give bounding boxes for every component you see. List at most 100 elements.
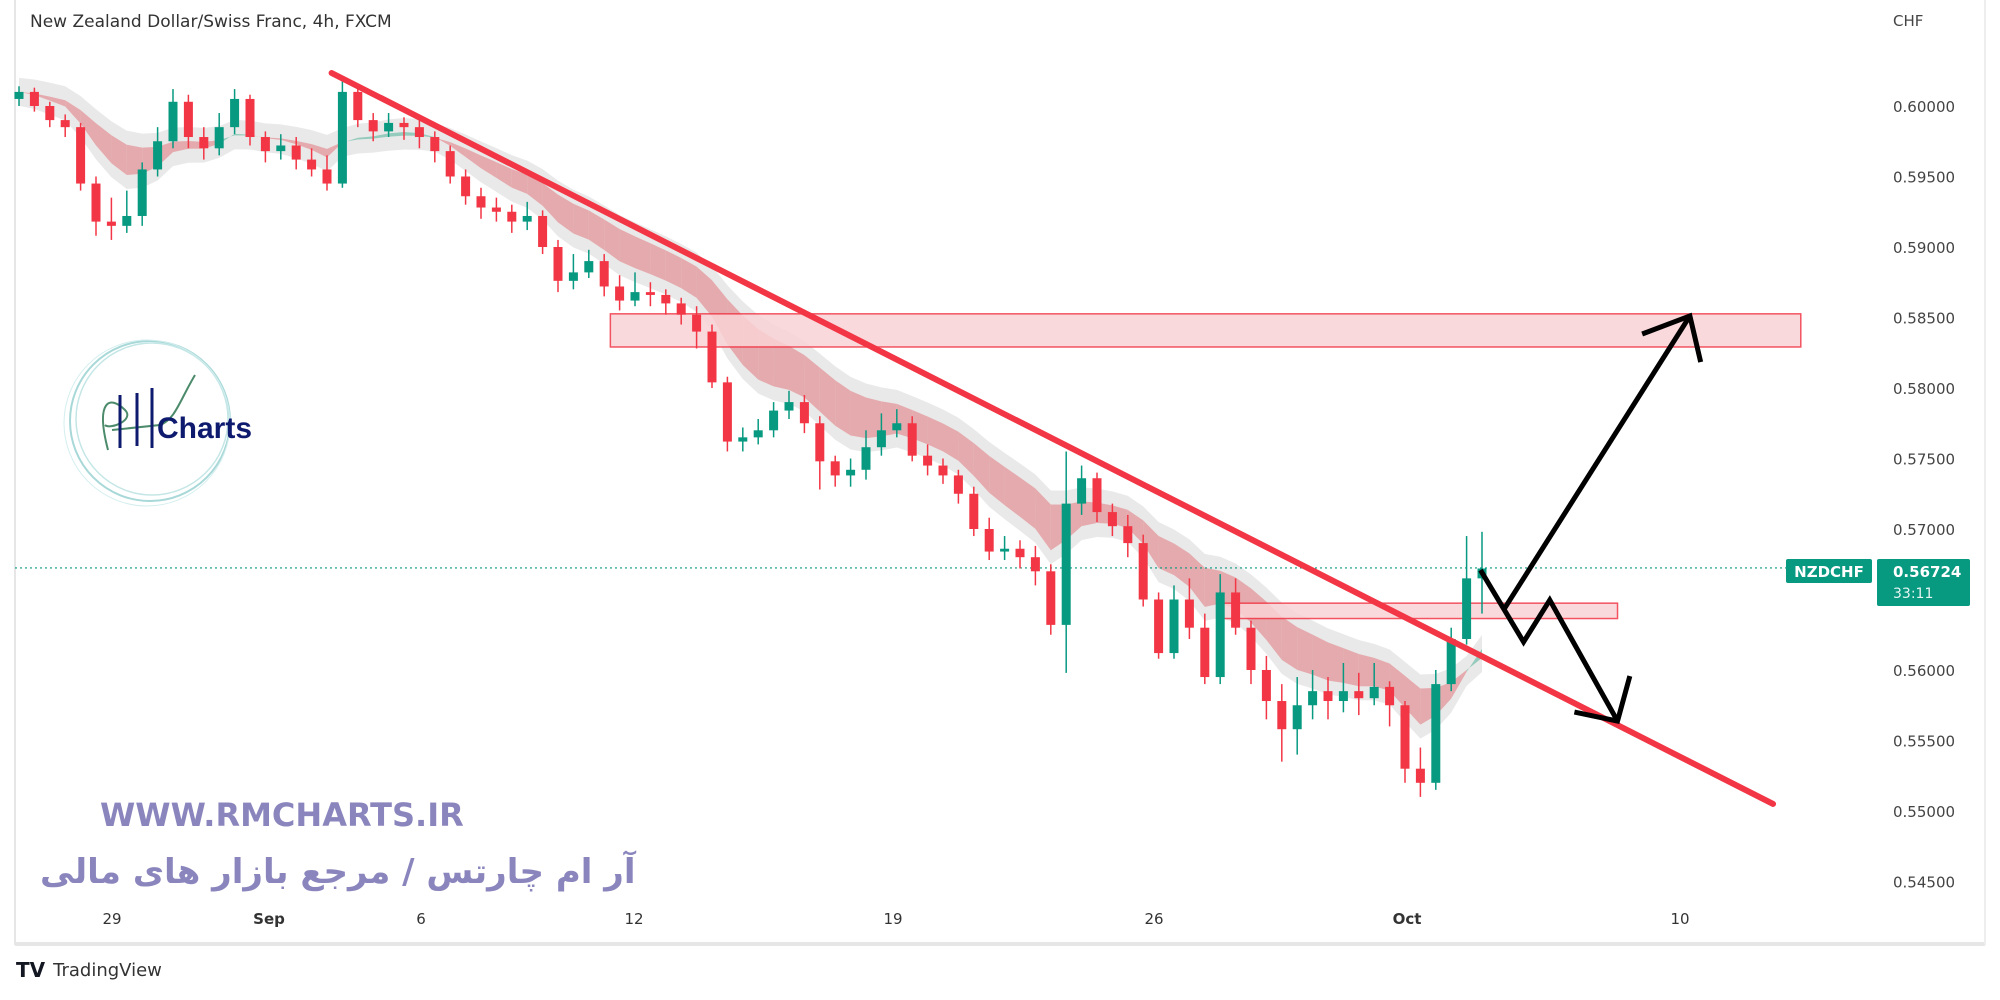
candle bbox=[384, 113, 394, 138]
candle bbox=[1107, 503, 1117, 537]
candle bbox=[14, 86, 24, 106]
candle-body bbox=[1215, 592, 1225, 678]
candle bbox=[722, 376, 732, 452]
candle-body bbox=[322, 169, 332, 184]
ma-ribbon-segment bbox=[588, 210, 605, 251]
candle-body bbox=[1323, 691, 1333, 702]
candle-body bbox=[738, 437, 748, 442]
time-tick-label: Oct bbox=[1393, 910, 1422, 928]
candle bbox=[399, 117, 409, 140]
candle-body bbox=[1046, 571, 1056, 625]
candle bbox=[45, 101, 55, 128]
candle bbox=[1215, 574, 1225, 685]
price-tick-label: 0.59500 bbox=[1893, 169, 1955, 187]
candle-body bbox=[1400, 705, 1410, 769]
ma-ribbon-segment bbox=[96, 123, 112, 164]
candle bbox=[291, 137, 301, 170]
candle bbox=[907, 416, 917, 462]
ma-ribbon-segment bbox=[1358, 654, 1375, 687]
ma-ribbon-segment bbox=[1389, 663, 1405, 708]
candle-body bbox=[615, 286, 625, 301]
ma-ribbon-segment bbox=[296, 140, 312, 150]
ma-ribbon-segment bbox=[650, 243, 666, 281]
candle-body bbox=[692, 314, 702, 332]
candle-body bbox=[907, 423, 917, 456]
candle-body bbox=[1354, 691, 1364, 699]
candle bbox=[445, 145, 455, 184]
candle-body bbox=[538, 215, 548, 247]
ma-ribbon-segment bbox=[311, 144, 327, 158]
ma-ribbon-segment bbox=[111, 135, 127, 175]
candle bbox=[861, 430, 871, 480]
ma-ribbon-segment bbox=[1374, 657, 1390, 691]
arrow-up-path[interactable] bbox=[1501, 314, 1693, 612]
trendline[interactable] bbox=[328, 70, 1777, 807]
ma-ribbon-segment bbox=[496, 162, 512, 188]
ma-ribbon-segment bbox=[49, 96, 66, 107]
price-tick-label: 0.58500 bbox=[1893, 310, 1955, 328]
candle bbox=[692, 306, 702, 349]
candle-body bbox=[1462, 578, 1472, 639]
price-axis[interactable]: 0.60000 0.59500 0.59000 0.58500 0.58000 0.575… bbox=[1893, 98, 1955, 892]
ma-ribbon-segment bbox=[635, 236, 651, 275]
candle bbox=[491, 197, 501, 222]
candle bbox=[230, 89, 240, 135]
candle-body bbox=[1030, 557, 1040, 572]
candle-body bbox=[245, 98, 255, 138]
ma-ribbon-segment bbox=[173, 141, 189, 153]
candle bbox=[522, 201, 532, 231]
arrow-down-path[interactable] bbox=[1478, 568, 1620, 723]
last-price-badge: 0.56724 33:11 bbox=[1877, 559, 1970, 606]
ma-ribbon-segment bbox=[1174, 543, 1190, 587]
candle-body bbox=[91, 183, 101, 222]
candle bbox=[137, 162, 147, 226]
time-tick-label: 12 bbox=[624, 910, 643, 928]
ma-ribbon-segment bbox=[943, 423, 959, 461]
ma-ribbon-segment bbox=[280, 138, 297, 145]
candle bbox=[1369, 662, 1379, 706]
ma-ribbon-segment bbox=[835, 380, 851, 436]
resistance-zone[interactable] bbox=[609, 313, 1802, 348]
ma-ribbon-segment bbox=[357, 136, 374, 140]
candle-body bbox=[969, 493, 979, 529]
ma-ribbon-segment bbox=[973, 443, 990, 493]
candle-body bbox=[661, 294, 671, 304]
tradingview-logo[interactable]: TV TradingView bbox=[16, 958, 162, 982]
candle bbox=[1338, 662, 1348, 713]
ma-ribbon-segment bbox=[573, 203, 589, 240]
candle-body bbox=[276, 145, 286, 152]
candle bbox=[753, 419, 763, 445]
candle-body bbox=[1292, 705, 1302, 730]
candle-body bbox=[1369, 686, 1379, 699]
ma-ribbon-segment bbox=[1143, 520, 1159, 569]
ma-ribbon-segment bbox=[373, 133, 389, 139]
logo-charts-text: Charts bbox=[157, 412, 252, 445]
candle bbox=[830, 455, 840, 487]
candle bbox=[707, 324, 717, 388]
candle bbox=[461, 169, 471, 205]
ma-ribbon-segment bbox=[681, 257, 697, 298]
candle-body bbox=[1261, 670, 1271, 702]
candle bbox=[1169, 585, 1179, 659]
candle bbox=[876, 413, 886, 456]
candle-body bbox=[676, 303, 686, 315]
candle bbox=[892, 409, 902, 438]
candle-body bbox=[568, 272, 578, 281]
ma-ribbon-segment bbox=[958, 431, 974, 476]
candle-body bbox=[892, 423, 902, 431]
candle-body bbox=[507, 211, 517, 222]
candle-body bbox=[799, 402, 809, 424]
candle-body bbox=[307, 159, 317, 170]
candle bbox=[153, 127, 163, 177]
ma-ribbon-segment bbox=[927, 416, 943, 452]
ma-ribbon-segment bbox=[1405, 675, 1421, 725]
price-tick-label: 0.57000 bbox=[1893, 521, 1955, 539]
ma-ribbon-segment bbox=[481, 155, 497, 178]
ma-ribbon-segment bbox=[1189, 553, 1205, 607]
candle-body bbox=[1246, 627, 1256, 670]
ma-ribbon-segment bbox=[1297, 627, 1313, 675]
candle bbox=[183, 94, 193, 149]
time-axis[interactable]: 29 Sep 6 12 19 26 Oct 10 bbox=[102, 910, 1689, 928]
candle-body bbox=[1123, 526, 1133, 544]
